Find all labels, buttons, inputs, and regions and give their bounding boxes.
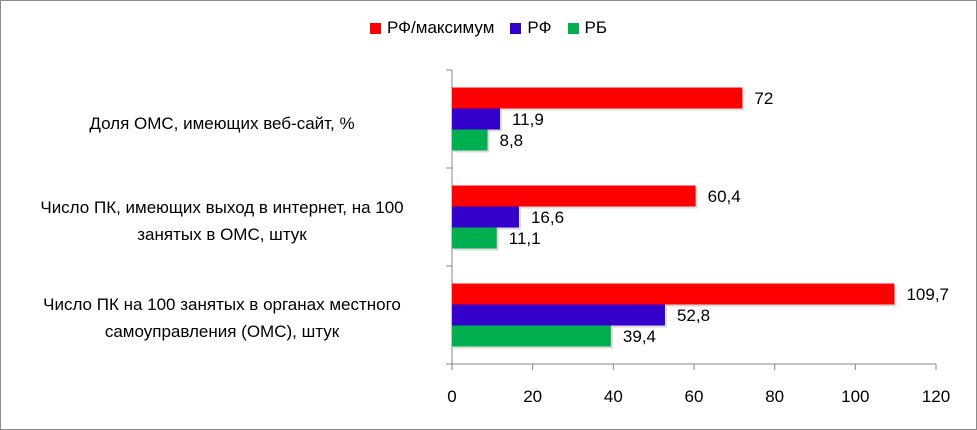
data-label-rb: 8,8 [499,131,523,150]
category-label-pc-internet: Число ПК, имеющих выход в интернет, на 1… [40,198,404,244]
legend-label-rf: РФ [527,18,552,37]
bar-rf [452,304,665,326]
category-label-website: Доля ОМС, имеющих веб-сайт, % [89,114,355,133]
x-tick-label: 80 [765,387,784,406]
data-label-rf-max: 72 [754,89,773,108]
bar-rb [452,227,497,249]
bar-rf-max [452,87,743,109]
legend: РФ/максимум РФ РБ [0,18,977,38]
legend-swatch-rb [567,22,579,34]
bar-rb [452,129,488,151]
data-label-rb: 11,1 [509,229,541,248]
x-tick-label: 100 [841,387,869,406]
x-tick-label: 60 [685,387,704,406]
legend-item-rf: РФ [510,18,552,38]
bar-rf-max [452,283,895,305]
bar-rf-max [452,185,696,207]
data-label-rf-max: 109,7 [906,285,949,304]
x-tick-label: 120 [922,387,950,406]
bar-rf [452,206,519,228]
bar-rb [452,325,611,347]
data-label-rf: 11,9 [512,110,544,129]
x-tick-label: 20 [523,387,542,406]
legend-item-rb: РБ [567,18,608,38]
data-label-rf: 52,8 [677,306,710,325]
legend-item-rf-max: РФ/максимум [369,18,495,38]
data-label-rb: 39,4 [623,327,656,346]
x-tick-label: 0 [447,387,456,406]
legend-label-rb: РБ [584,18,608,37]
data-label-rf: 16,6 [531,208,564,227]
legend-swatch-rf-max [369,22,381,34]
legend-swatch-rf [510,22,522,34]
data-label-rf-max: 60,4 [708,187,741,206]
bar-rf [452,108,500,130]
x-tick-label: 40 [604,387,623,406]
legend-label-rf-max: РФ/максимум [386,18,495,37]
category-label-pc-per-100: Число ПК на 100 занятых в органах местно… [43,295,401,341]
